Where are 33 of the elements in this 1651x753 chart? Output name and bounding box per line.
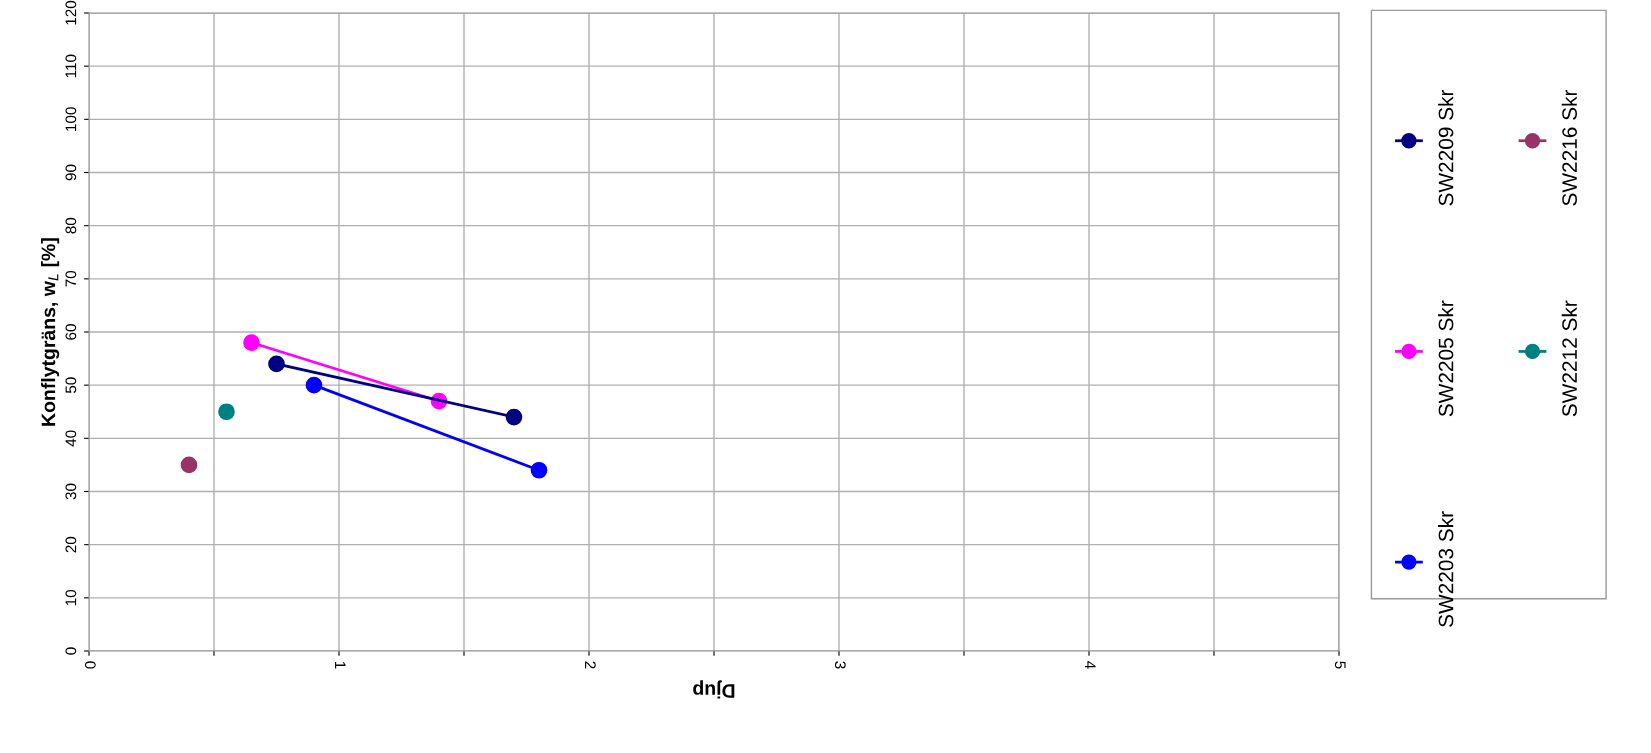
y-tick-label: 100 bbox=[65, 107, 77, 131]
point bbox=[530, 461, 548, 479]
y-tick-label: 50 bbox=[65, 377, 77, 394]
y-tick-label: 110 bbox=[65, 54, 77, 78]
x-tick-label: 2 bbox=[585, 661, 596, 669]
y-tick-label: 70 bbox=[65, 270, 77, 287]
x-tick-label: 1 bbox=[335, 661, 346, 669]
y-tick-label: 10 bbox=[65, 589, 77, 606]
point bbox=[268, 355, 285, 373]
y-tick-label: 120 bbox=[65, 0, 77, 25]
x-axis-title: Djup bbox=[693, 680, 735, 699]
y-tick-label: 40 bbox=[65, 430, 77, 447]
x-tick-label: 5 bbox=[1334, 661, 1346, 669]
point bbox=[243, 334, 260, 351]
point bbox=[505, 408, 523, 426]
point bbox=[180, 456, 198, 474]
legend-label: SW2212 Skr bbox=[1561, 300, 1577, 417]
x-tick-label: 3 bbox=[834, 661, 846, 669]
legend-label: SW2205 Skr bbox=[1438, 300, 1454, 417]
x-tick-label: 0 bbox=[84, 661, 96, 669]
legend-label: SW2216 Skr bbox=[1561, 89, 1577, 206]
y-tick-label: 60 bbox=[65, 324, 77, 340]
y-tick-label: 0 bbox=[65, 647, 77, 655]
point bbox=[218, 403, 235, 421]
point bbox=[305, 376, 323, 394]
y-tick-label: 80 bbox=[65, 217, 77, 234]
legend-label: SW2209 Skr bbox=[1438, 89, 1454, 206]
x-tick-label: 4 bbox=[1085, 661, 1096, 669]
y-tick-label: 30 bbox=[65, 483, 77, 500]
legend-label: SW2203 Skr bbox=[1438, 511, 1454, 627]
y-tick-label: 90 bbox=[65, 164, 77, 181]
y-axis-title: Konflytgräns, w$_{L}$ [%] bbox=[41, 238, 60, 426]
y-tick-label: 20 bbox=[65, 536, 77, 553]
